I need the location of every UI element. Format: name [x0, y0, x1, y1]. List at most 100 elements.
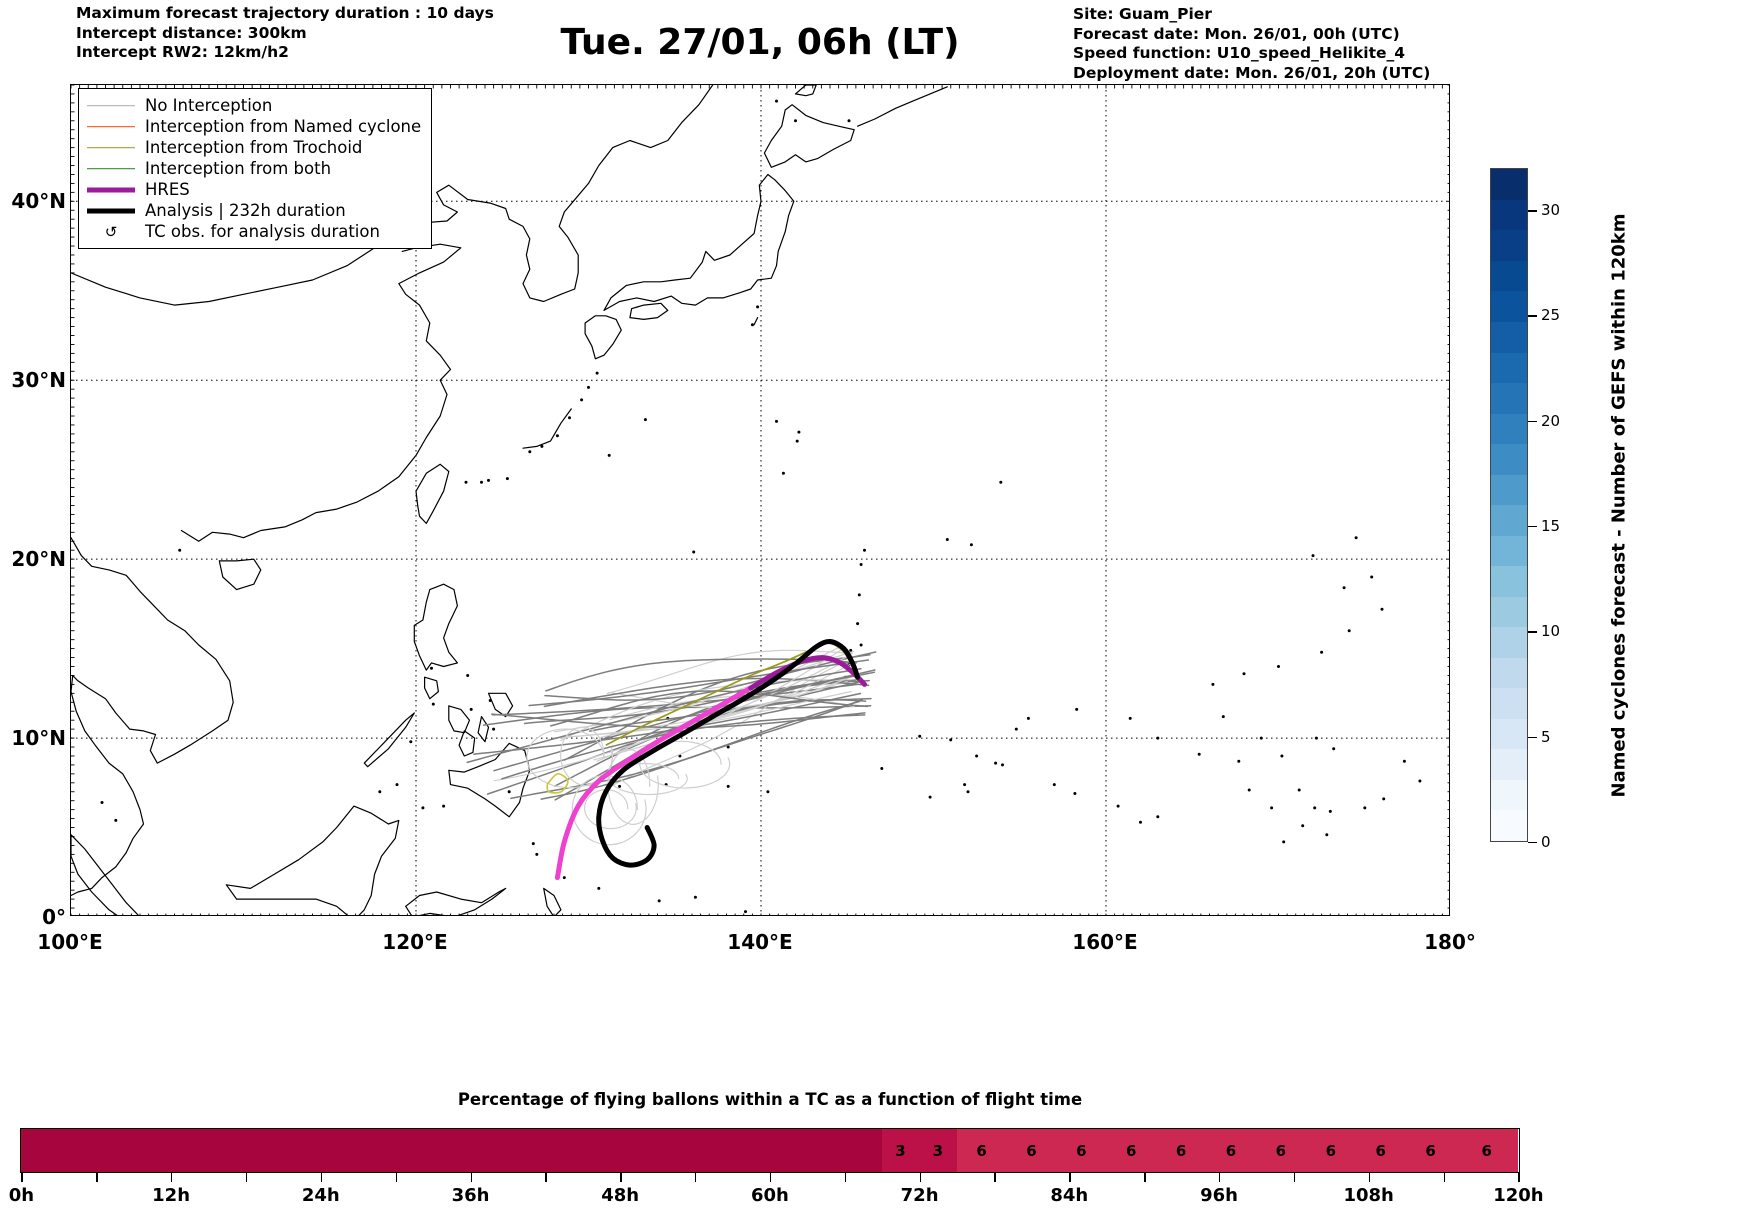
coastline-7 [584, 315, 622, 360]
percentage-segment-12[interactable]: 6 [1405, 1129, 1456, 1172]
percentage-segment-11[interactable]: 6 [1355, 1129, 1406, 1172]
colorbar-tick-label-5: 5 [1541, 727, 1551, 746]
island-dot-79 [430, 666, 433, 670]
ensemble-track [550, 690, 869, 727]
island-dot-97 [1259, 736, 1263, 740]
map-svg [71, 85, 1449, 915]
island-dot-109 [1311, 554, 1315, 558]
legend-item-4[interactable]: HRES [87, 179, 421, 200]
island-dot-63 [880, 767, 884, 770]
island-dot-73 [178, 548, 182, 552]
longitude-tick-180: 180° [1424, 930, 1476, 954]
latitude-tick-30: 30°N [11, 368, 66, 393]
island-dot-23 [963, 783, 967, 787]
island-dot-45 [1075, 707, 1079, 711]
legend-label: Analysis | 232h duration [145, 201, 346, 220]
percentage-segment-7[interactable]: 6 [1156, 1129, 1207, 1172]
percentage-segment-2[interactable]: 3 [919, 1129, 957, 1172]
percentage-segment-5[interactable]: 6 [1056, 1129, 1107, 1172]
ensemble-track-trochoid [546, 773, 569, 794]
island-dot-62 [975, 754, 979, 758]
percentage-segment-3[interactable]: 6 [956, 1129, 1007, 1172]
island-dot-26 [1001, 763, 1004, 767]
page-title: Tue. 27/01, 06h (LT) [560, 22, 960, 63]
legend-item-3[interactable]: Interception from both [87, 158, 421, 179]
colorbar-segment-8 [1491, 566, 1527, 597]
colorbar-tick-25 [1528, 315, 1537, 317]
island-dot-43 [1156, 736, 1160, 740]
colorbar-tick-label-15: 15 [1541, 517, 1561, 536]
legend-item-2[interactable]: Interception from Trochoid [87, 137, 421, 158]
colorbar-tick-label-20: 20 [1541, 411, 1561, 430]
island-dot-70 [643, 418, 647, 422]
island-dot-64 [1363, 806, 1367, 810]
map-legend[interactable]: No Interception Interception from Named c… [78, 88, 433, 249]
percentage-segment-0[interactable] [21, 1129, 882, 1172]
legend-swatch-0 [87, 99, 135, 113]
colorbar[interactable]: 0 5 10 15 20 25 30 [1490, 168, 1560, 851]
percentage-segment-9[interactable]: 6 [1255, 1129, 1306, 1172]
colorbar-title: Named cyclones forecast - Number of GEFS… [1604, 160, 1634, 850]
legend-item-5[interactable]: Analysis | 232h duration [87, 200, 421, 221]
island-dot-20 [618, 784, 622, 788]
island-dot-69 [692, 550, 696, 554]
percentage-axis-tick-90 [1144, 1173, 1146, 1182]
island-dot-25 [994, 761, 998, 765]
colorbar-tick-30 [1528, 210, 1537, 212]
percentage-axis-tick-78 [994, 1173, 996, 1182]
percentage-axis-label-60: 60h [750, 1185, 789, 1206]
legend-item-6[interactable]: ↺ TC obs. for analysis duration [87, 221, 421, 242]
colorbar-segment-20 [1491, 199, 1527, 231]
island-dot-17 [847, 119, 851, 123]
percentage-axis-tick-30 [395, 1173, 398, 1182]
percentage-segment-8[interactable]: 6 [1206, 1129, 1256, 1172]
legend-label: Interception from both [145, 159, 332, 178]
island-dot-35 [1247, 788, 1251, 792]
coastline-15 [477, 715, 490, 743]
island-dot-11 [781, 471, 785, 475]
island-dot-39 [1328, 809, 1332, 813]
percentage-segment-6[interactable]: 6 [1106, 1129, 1157, 1172]
percentage-segment-4[interactable]: 6 [1006, 1129, 1057, 1172]
header-left-line-0: Maximum forecast trajectory duration : 1… [76, 4, 494, 22]
legend-item-0[interactable]: No Interception [87, 95, 421, 116]
island-dot-8 [487, 478, 490, 482]
percentage-segment-1[interactable]: 3 [881, 1129, 920, 1172]
island-dot-44 [1128, 716, 1132, 720]
island-dot-61 [949, 738, 953, 742]
percentage-axis-tick-54 [695, 1173, 697, 1182]
island-dot-46 [1026, 716, 1030, 720]
island-dot-18 [999, 480, 1003, 484]
percentage-segment-13[interactable]: 6 [1455, 1129, 1518, 1172]
colorbar-segment-11 [1491, 474, 1527, 506]
latitude-tick-40: 40°N [11, 189, 66, 214]
ensemble-track [528, 659, 870, 707]
island-dot-30 [1139, 820, 1142, 824]
coastline-4 [415, 463, 450, 524]
colorbar-segment-15 [1491, 352, 1527, 384]
percentage-axis-tick-72 [919, 1173, 921, 1182]
ensemble-track [493, 653, 853, 782]
coastline-12 [424, 676, 439, 700]
coastline-11 [413, 583, 458, 671]
percentage-axis-label-84: 84h [1050, 1185, 1089, 1206]
coastline-18 [363, 712, 415, 768]
percentage-axis-label-36: 36h [451, 1185, 490, 1206]
island-dot-47 [1014, 727, 1018, 731]
percentage-axis-tick-6 [96, 1173, 98, 1182]
percentage-axis-tick-24 [320, 1173, 323, 1182]
island-dot-68 [607, 453, 611, 457]
legend-label: No Interception [145, 96, 273, 115]
island-dot-71 [945, 538, 949, 541]
colorbar-tick-label-0: 0 [1541, 833, 1551, 851]
percentage-segment-10[interactable]: 6 [1305, 1129, 1356, 1172]
island-dot-90 [562, 876, 566, 880]
island-dot-94 [744, 910, 747, 914]
coastline-8 [629, 302, 669, 320]
island-dot-41 [1325, 833, 1329, 837]
island-dot-80 [466, 674, 470, 677]
latitude-tick-20: 20°N [11, 547, 66, 572]
legend-item-1[interactable]: Interception from Named cyclone [87, 116, 421, 137]
island-dot-4 [555, 434, 559, 438]
